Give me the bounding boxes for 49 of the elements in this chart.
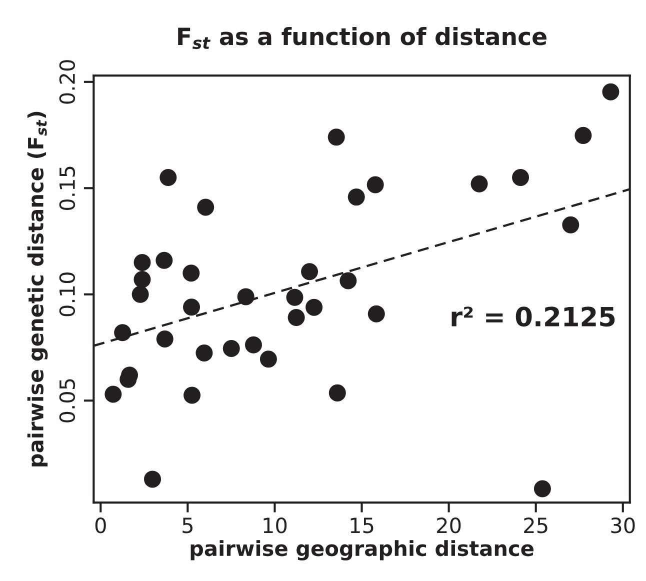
x-tick-label: 5: [182, 518, 192, 534]
point: [156, 330, 174, 348]
point: [562, 216, 580, 234]
point: [368, 305, 385, 322]
point: [301, 263, 318, 280]
point: [144, 470, 162, 488]
point: [574, 126, 592, 144]
point: [244, 336, 262, 354]
point: [134, 270, 151, 288]
x-tick-label: 10: [264, 518, 287, 534]
point: [348, 188, 365, 206]
annotation: r² = 0.2125: [452, 306, 615, 327]
x-axis-title: pairwise geographic distance: [190, 540, 534, 560]
point: [366, 176, 384, 194]
point: [328, 128, 345, 146]
point: [134, 254, 151, 271]
point: [286, 288, 304, 306]
point: [512, 169, 530, 186]
x-tick-label: 30: [611, 518, 635, 534]
chart-title: F$_{st}$ as a function of distance: [178, 27, 546, 50]
x-tick-label: 25: [524, 518, 548, 534]
y-tick-label: 0.20: [59, 60, 76, 104]
point: [306, 298, 323, 316]
point: [114, 324, 132, 342]
point: [288, 309, 305, 326]
point: [156, 252, 173, 269]
point: [237, 288, 254, 306]
y-tick-label: 0.15: [59, 166, 76, 210]
point: [602, 83, 620, 100]
point: [183, 298, 200, 316]
x-tick-label: 0: [95, 518, 106, 534]
y-tick-label: 0.10: [59, 272, 76, 316]
y-axis-title: pairwise genetic distance (F$_{st}$): [27, 112, 48, 466]
point: [222, 340, 240, 358]
point: [260, 350, 277, 368]
point: [340, 272, 357, 290]
x-tick-label: 20: [437, 518, 461, 534]
point: [182, 264, 200, 282]
x-tick-label: 15: [350, 518, 374, 534]
point: [534, 480, 551, 498]
point: [132, 286, 149, 303]
point: [160, 169, 177, 186]
y-tick-label: 0.05: [59, 379, 76, 422]
point: [197, 198, 214, 216]
point: [470, 175, 488, 192]
point: [104, 386, 122, 403]
point: [196, 344, 213, 362]
point: [328, 384, 346, 402]
point: [184, 386, 201, 404]
